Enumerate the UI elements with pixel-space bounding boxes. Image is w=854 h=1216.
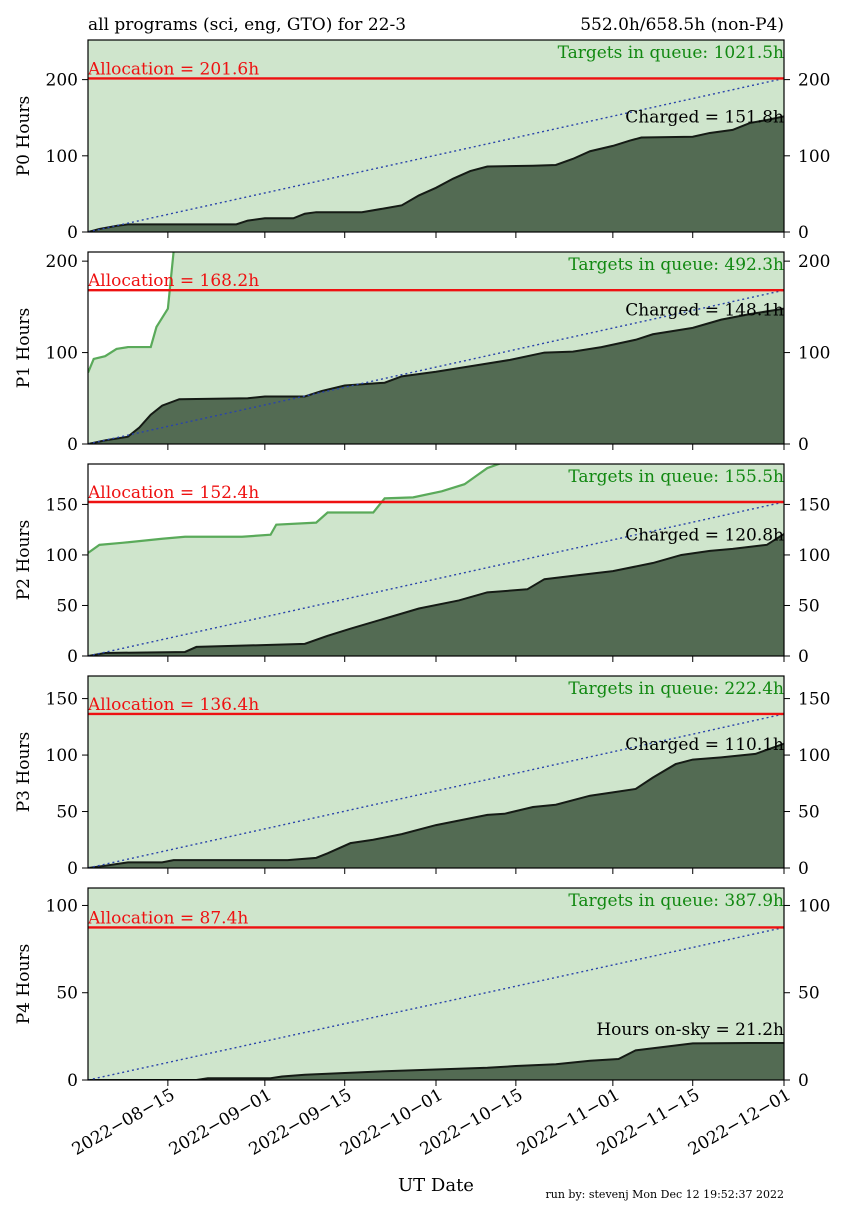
y-tick-label-left: 0 bbox=[67, 647, 78, 667]
y-tick-label-left: 0 bbox=[67, 435, 78, 455]
panel-p2: Allocation = 152.4h Targets in queue: 155… bbox=[14, 463, 830, 667]
y-tick-label-left: 50 bbox=[56, 984, 78, 1004]
panel-p0: Allocation = 201.6h Targets in queue: 102… bbox=[14, 39, 830, 243]
header-left: all programs (sci, eng, GTO) for 22-3 bbox=[88, 15, 406, 35]
y-tick-label-left: 50 bbox=[56, 803, 78, 823]
panel-plot-area bbox=[88, 40, 784, 232]
x-axis-ticks: 2022−08−152022−09−012022−09−152022−10−01… bbox=[69, 1085, 795, 1160]
y-axis-label: P1 Hours bbox=[14, 308, 34, 389]
charged-label: Hours on-sky = 21.2h bbox=[596, 1020, 784, 1040]
charged-area bbox=[88, 116, 784, 232]
queue-label: Targets in queue: 155.5h bbox=[568, 467, 784, 487]
charged-line bbox=[88, 307, 784, 444]
queue-label: Targets in queue: 492.3h bbox=[568, 255, 784, 275]
panel-p4: Allocation = 87.4h Targets in queue: 387.… bbox=[14, 887, 830, 1091]
charged-label: Charged = 151.8h bbox=[625, 108, 784, 128]
charged-label: Charged = 148.1h bbox=[625, 300, 784, 320]
y-tick-label-left: 100 bbox=[46, 344, 78, 364]
x-tick-label: 2022−12−01 bbox=[685, 1085, 795, 1160]
y-axis-label: P3 Hours bbox=[14, 732, 34, 813]
y-tick-label-right: 100 bbox=[798, 896, 830, 916]
queue-label: Targets in queue: 1021.5h bbox=[558, 43, 784, 63]
charged-area bbox=[88, 533, 784, 656]
charged-area bbox=[88, 1042, 784, 1080]
y-tick-label-right: 0 bbox=[798, 1071, 809, 1091]
panel-plot-area bbox=[88, 464, 784, 656]
y-tick-label-right: 0 bbox=[798, 859, 809, 879]
y-tick-label-right: 0 bbox=[798, 223, 809, 243]
allocation-label: Allocation = 168.2h bbox=[87, 271, 259, 291]
charged-line bbox=[88, 742, 784, 868]
allocation-label: Allocation = 87.4h bbox=[87, 908, 248, 928]
y-tick-label-left: 100 bbox=[46, 546, 78, 566]
y-tick-label-left: 200 bbox=[46, 252, 78, 272]
ideal-pace-line bbox=[88, 713, 784, 868]
y-tick-label-right: 150 bbox=[798, 495, 830, 515]
y-tick-label-left: 50 bbox=[56, 596, 78, 616]
charged-area bbox=[88, 308, 784, 444]
charged-area bbox=[88, 743, 784, 868]
y-tick-label-right: 0 bbox=[798, 435, 809, 455]
charged-line bbox=[88, 533, 784, 656]
y-tick-label-right: 150 bbox=[798, 690, 830, 710]
y-tick-label-right: 100 bbox=[798, 147, 830, 167]
y-tick-label-right: 200 bbox=[798, 252, 830, 272]
y-tick-label-right: 100 bbox=[798, 746, 830, 766]
y-tick-label-right: 100 bbox=[798, 546, 830, 566]
y-tick-label-left: 100 bbox=[46, 147, 78, 167]
y-tick-label-left: 0 bbox=[67, 859, 78, 879]
y-tick-label-right: 100 bbox=[798, 344, 830, 364]
y-tick-label-right: 0 bbox=[798, 647, 809, 667]
y-axis-label: P2 Hours bbox=[14, 520, 34, 601]
queue-label: Targets in queue: 222.4h bbox=[568, 679, 784, 699]
allocation-label: Allocation = 152.4h bbox=[87, 483, 259, 503]
charged-line bbox=[88, 115, 784, 232]
y-axis-label: P4 Hours bbox=[14, 944, 34, 1025]
allocation-label: Allocation = 136.4h bbox=[87, 695, 259, 715]
run-by-note: run by: stevenj Mon Dec 12 19:52:37 2022 bbox=[545, 1188, 784, 1201]
y-tick-label-left: 0 bbox=[67, 223, 78, 243]
y-tick-label-left: 100 bbox=[46, 746, 78, 766]
y-tick-label-left: 150 bbox=[46, 495, 78, 515]
y-tick-label-left: 0 bbox=[67, 1071, 78, 1091]
panel-p3: Allocation = 136.4h Targets in queue: 222… bbox=[14, 675, 830, 879]
ideal-pace-line bbox=[88, 926, 784, 1080]
charged-label: Charged = 110.1h bbox=[625, 735, 784, 755]
y-tick-label-left: 150 bbox=[46, 690, 78, 710]
header-right: 552.0h/658.5h (non-P4) bbox=[580, 15, 784, 35]
charged-label: Charged = 120.8h bbox=[625, 525, 784, 545]
y-tick-label-left: 100 bbox=[46, 896, 78, 916]
charged-line bbox=[88, 1041, 784, 1080]
panel-plot-area bbox=[88, 888, 784, 1080]
panels: Allocation = 201.6h Targets in queue: 102… bbox=[14, 39, 830, 1091]
y-tick-label-right: 50 bbox=[798, 803, 820, 823]
y-axis-label: P0 Hours bbox=[14, 96, 34, 177]
y-tick-label-right: 50 bbox=[798, 984, 820, 1004]
x-axis-label: UT Date bbox=[398, 1175, 474, 1196]
panel-p1: Allocation = 168.2h Targets in queue: 492… bbox=[14, 251, 830, 455]
ideal-pace-line bbox=[88, 289, 784, 444]
panel-plot-area bbox=[88, 676, 784, 868]
queue-line bbox=[88, 252, 175, 374]
queue-line bbox=[88, 464, 500, 554]
y-tick-label-right: 50 bbox=[798, 596, 820, 616]
panel-plot-area bbox=[88, 252, 784, 444]
x-tick-label: 2022−08−15 bbox=[69, 1085, 179, 1160]
y-tick-label-right: 200 bbox=[798, 71, 830, 91]
allocation-label: Allocation = 201.6h bbox=[87, 59, 259, 79]
y-tick-label-left: 200 bbox=[46, 71, 78, 91]
queue-label: Targets in queue: 387.9h bbox=[568, 891, 784, 911]
ideal-pace-line bbox=[88, 501, 784, 656]
ideal-pace-line bbox=[88, 77, 784, 232]
